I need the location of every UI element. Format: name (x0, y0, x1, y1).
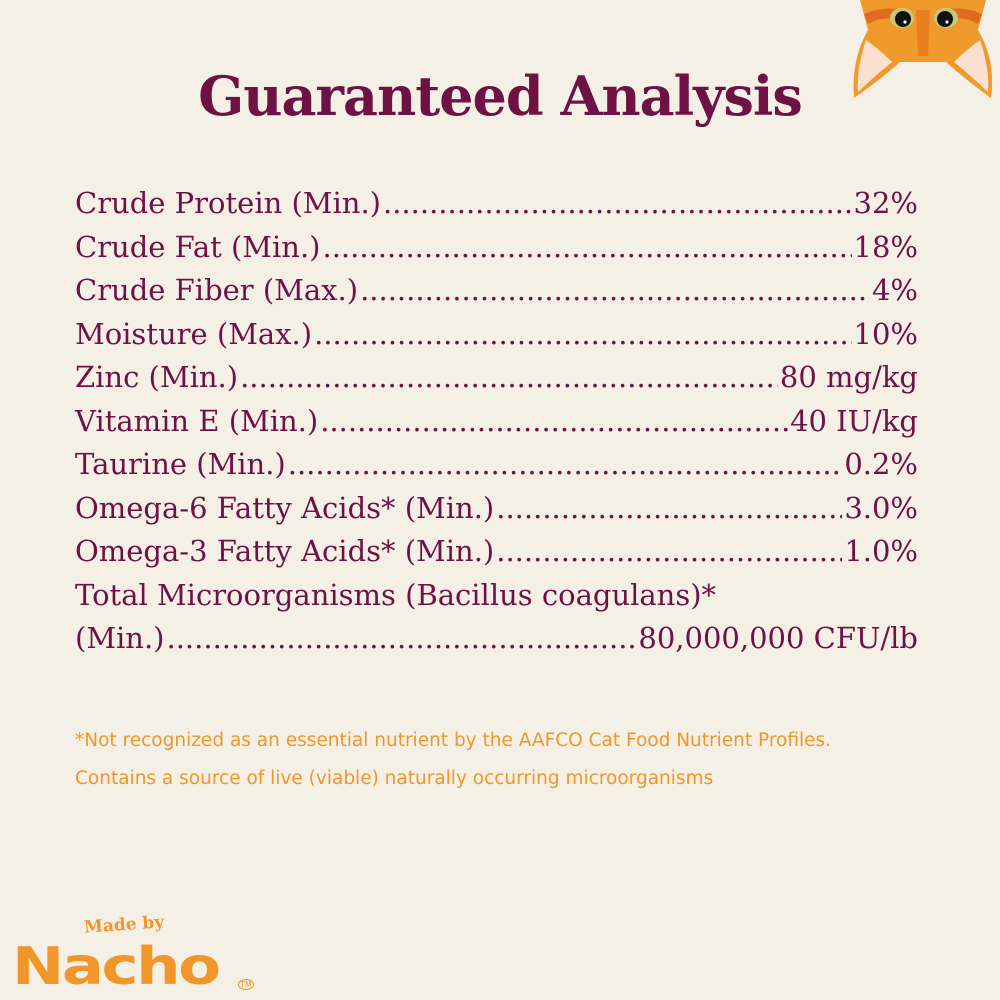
nutrient-value: 3.0% (844, 490, 918, 525)
nutrient-label: Taurine (Min.) (75, 447, 286, 481)
analysis-row: Omega-3 Fatty Acids* (Min.) 1.0% (75, 534, 918, 578)
nutrient-value: 10% (853, 316, 918, 351)
nutrient-label: Crude Fiber (Max.) (75, 273, 359, 307)
analysis-row: Vitamin E (Min.) 40 IU/kg (75, 404, 918, 448)
dot-leader (360, 273, 870, 307)
dot-leader (496, 534, 842, 568)
nutrient-label: Total Microorganisms (Bacillus coagulans… (75, 577, 717, 612)
nutrient-value: 80,000,000 CFU/lb (638, 621, 918, 655)
nutrient-value: 4% (871, 273, 918, 307)
footnote-microorganisms: Contains a source of live (viable) natur… (75, 768, 714, 789)
analysis-row: Crude Fiber (Max.) 4% (75, 273, 918, 317)
nutrient-value: 40 IU/kg (790, 403, 918, 438)
nutrient-label: Vitamin E (Min.) (75, 403, 319, 438)
nutrient-value: 32% (853, 186, 918, 220)
nutrient-label: Zinc (Min.) (75, 360, 239, 394)
nutrient-label: Crude Protein (Min.) (75, 186, 381, 220)
trademark-mark: TM (238, 979, 254, 990)
nutrient-value: 0.2% (844, 447, 918, 481)
analysis-row: Taurine (Min.) 0.2% (75, 447, 918, 491)
analysis-row: Crude Protein (Min.) 32% (75, 186, 918, 230)
dot-leader (314, 317, 851, 351)
logo-tagline: Made by (83, 912, 165, 938)
dot-leader (288, 447, 843, 481)
dot-leader (383, 186, 852, 220)
dot-leader (240, 360, 778, 394)
nutrient-label: Omega-3 Fatty Acids* (Min.) (75, 534, 495, 568)
dot-leader (322, 230, 851, 264)
dot-leader (320, 404, 788, 438)
analysis-row: Omega-6 Fatty Acids* (Min.) 3.0% (75, 491, 918, 535)
footnote-aafco: *Not recognized as an essential nutrient… (75, 730, 832, 751)
analysis-list: Crude Protein (Min.) 32% Crude Fat (Min.) 1… (75, 186, 918, 665)
analysis-row: Crude Fat (Min.) 18% (75, 230, 918, 274)
dot-leader (496, 491, 842, 525)
nutrient-label: Omega-6 Fatty Acids* (Min.) (75, 490, 495, 525)
analysis-row: Zinc (Min.) 80 mg/kg (75, 360, 918, 404)
logo-brand: Nacho (12, 937, 221, 997)
nutrient-value: 80 mg/kg (779, 360, 918, 394)
analysis-row: Moisture (Max.) 10% (75, 317, 918, 361)
analysis-row: (Min.) 80,000,000 CFU/lb (75, 621, 918, 665)
cat-face-icon (853, 0, 993, 98)
dot-leader (167, 621, 637, 655)
nutrient-label: Moisture (Max.) (75, 316, 313, 351)
footnotes: *Not recognized as an essential nutrient… (75, 722, 831, 798)
nutrient-label: Crude Fat (Min.) (75, 229, 321, 264)
page-title: Guaranteed Analysis (198, 64, 803, 128)
nutrient-label: (Min.) (75, 621, 165, 655)
nutrient-value: 1.0% (844, 534, 918, 568)
nutrient-value: 18% (853, 229, 918, 264)
